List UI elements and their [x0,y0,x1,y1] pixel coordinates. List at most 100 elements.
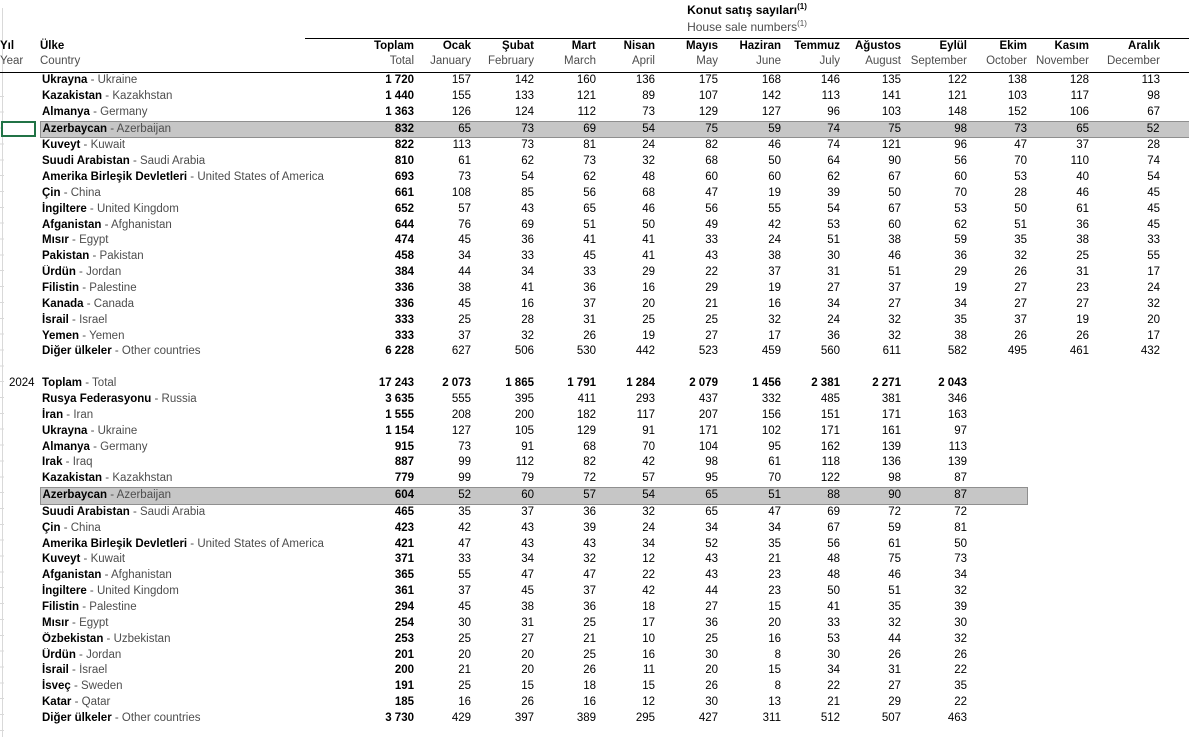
table-row[interactable]: Mısır - Egypt 474 45 36 41 41 33 24 51 38 59 35 38 33 [0,233,1189,249]
cell-country[interactable]: Amerika Birleşik Devletleri - United Sta… [40,537,350,553]
cell-value[interactable]: 62 [954,218,967,231]
cell-value[interactable]: 25 [705,313,718,326]
cell-value[interactable] [1027,504,1089,520]
cell-value[interactable]: 65 [583,202,596,215]
cell-country[interactable]: Mısır - Egypt [40,616,350,632]
cell-value[interactable]: 31 [827,266,840,279]
cell-value[interactable]: 43 [521,521,534,534]
cell-value[interactable]: 24 [642,139,655,152]
cell-year[interactable] [0,202,40,218]
cell-value[interactable]: 1 720 [385,74,414,86]
cell-value[interactable]: 19 [954,281,967,294]
cell-country[interactable]: Kazakistan - Kazakhstan [40,89,350,105]
cell-value[interactable]: 103 [1007,89,1027,102]
cell-value[interactable]: 87 [954,472,967,485]
cell-value[interactable]: 36 [521,234,534,247]
table-row[interactable]: İsrail - İsrael 200 21 20 26 11 20 15 34 31 22 [0,663,1189,679]
cell-value[interactable]: 52 [414,487,471,505]
cell-value[interactable]: 73 [642,105,655,118]
table-row[interactable]: Almanya - Germany 915 73 91 68 70 104 95 162 139 1… [0,440,1189,456]
cell-value[interactable] [967,455,1027,471]
cell-value[interactable] [967,648,1027,664]
cell-value[interactable] [1089,568,1189,584]
cell-value[interactable]: 67 [888,171,901,184]
cell-value[interactable] [967,408,1027,424]
cell-value[interactable]: 106 [1069,105,1089,118]
cell-value[interactable]: 98 [1147,89,1160,102]
cell-value[interactable]: 18 [642,601,655,613]
cell-value[interactable]: 50 [888,186,901,199]
cell-value[interactable]: 56 [583,186,596,199]
cell-value[interactable]: 55 [768,202,781,215]
cell-value[interactable] [1027,663,1089,679]
cell-value[interactable]: 107 [698,89,718,102]
cell-value[interactable]: 113 [1141,74,1160,86]
cell-year[interactable] [0,73,40,89]
cell-value[interactable]: 27 [1076,297,1089,310]
cell-value[interactable]: 3 635 [385,393,414,406]
cell-value[interactable] [1027,521,1089,537]
table-row[interactable]: Azerbaycan - Azerbaijan 604 52 60 57 54 65 51 88… [0,487,1189,505]
cell-value[interactable]: 46 [888,569,901,582]
cell-value[interactable]: 429 [451,711,471,724]
cell-value[interactable]: 30 [705,696,718,709]
cell-value[interactable]: 13 [768,696,781,709]
cell-value[interactable]: 32 [642,505,655,518]
cell-value[interactable]: 2 381 [811,377,840,390]
cell-value[interactable]: 28 [521,313,534,326]
cell-value[interactable]: 458 [394,250,414,263]
cell-country[interactable]: İsrail - İsrael [40,663,350,679]
cell-value[interactable] [1027,679,1089,695]
cell-year[interactable] [0,408,40,424]
cell-country[interactable]: Pakistan - Pakistan [40,249,350,265]
cell-value[interactable]: 411 [577,393,596,406]
cell-value[interactable]: 47 [705,186,718,199]
cell-value[interactable]: 17 [768,329,781,342]
cell-value[interactable]: 19 [642,329,655,342]
cell-value[interactable] [1027,408,1089,424]
cell-value[interactable] [967,376,1027,392]
cell-country[interactable]: Filistin - Palestine [40,281,350,297]
cell-value[interactable]: 53 [827,218,840,231]
cell-value[interactable]: 294 [394,601,414,613]
cell-value[interactable]: 2 079 [689,377,718,390]
cell-value[interactable] [967,695,1027,711]
column-header-january[interactable]: Ocak January [414,39,471,73]
cell-value[interactable]: 73 [583,155,596,168]
cell-value[interactable]: 46 [768,139,781,152]
cell-value[interactable]: 27 [705,329,718,342]
cell-value[interactable]: 53 [827,632,840,645]
cell-value[interactable]: 61 [458,155,471,168]
cell-value[interactable]: 74 [1147,155,1160,168]
cell-year[interactable] [0,233,40,249]
cell-value[interactable]: 29 [888,696,901,709]
cell-country[interactable]: Afganistan - Afghanistan [40,568,350,584]
cell-value[interactable]: 30 [827,250,840,263]
column-header-country[interactable]: Ülke Country [40,39,350,73]
cell-year[interactable] [0,218,40,234]
table-row[interactable]: Ukrayna - Ukraine 1 720 157 142 160 136 175 168… [0,73,1189,89]
cell-value[interactable]: 26 [888,648,901,661]
cell-value[interactable]: 45 [458,601,471,613]
cell-year[interactable] [0,488,40,505]
cell-value[interactable] [1089,695,1189,711]
table-row[interactable]: Filistin - Palestine 294 45 38 36 18 27 15 41 35 3… [0,600,1189,616]
cell-value[interactable]: 336 [394,281,414,294]
cell-country[interactable]: Yemen - Yemen [40,329,350,345]
cell-value[interactable] [1027,695,1089,711]
cell-value[interactable]: 25 [458,632,471,645]
cell-value[interactable]: 99 [458,472,471,485]
cell-value[interactable]: 485 [820,393,840,406]
cell-value[interactable]: 8 [774,648,781,661]
cell-value[interactable]: 20 [642,297,655,310]
cell-value[interactable]: 34 [458,250,471,263]
cell-value[interactable]: 117 [1070,89,1089,102]
cell-value[interactable]: 26 [583,329,596,342]
cell-value[interactable]: 74 [781,120,840,139]
table-row[interactable]: İngiltere - United Kingdom 652 57 43 65 46 56 5… [0,202,1189,218]
cell-value[interactable]: 168 [761,74,781,86]
cell-value[interactable]: 79 [521,472,534,485]
cell-value[interactable]: 96 [827,105,840,118]
cell-value[interactable] [1089,376,1189,392]
cell-value[interactable]: 105 [514,424,534,437]
